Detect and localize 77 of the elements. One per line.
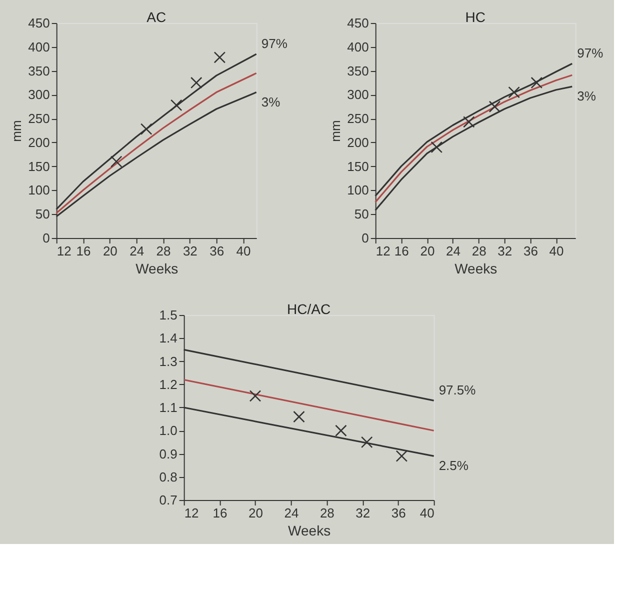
y-tick-label: 100 — [28, 182, 50, 198]
y-tick-label: 350 — [347, 63, 369, 78]
y-tick-label: 150 — [347, 158, 369, 174]
series-label: 97.5% — [438, 382, 476, 398]
x-tick-label: 28 — [472, 244, 486, 258]
chart-title: HC/AC — [287, 301, 331, 317]
x-axis-title: Weeks — [288, 522, 331, 538]
point — [488, 100, 501, 113]
x-tick-label: 40 — [420, 506, 434, 520]
x-tick-label: 40 — [549, 244, 564, 258]
point — [214, 52, 226, 64]
x-tick-label: 12 — [184, 506, 199, 520]
x-tick-label: 20 — [102, 244, 118, 258]
y-tick-label: 300 — [28, 87, 50, 102]
chart-title: AC — [146, 9, 166, 25]
x-tick-label: 32 — [498, 244, 512, 258]
y-tick-label: 200 — [28, 134, 50, 150]
x-axis-title: Weeks — [454, 260, 498, 276]
y-tick-label: 50 — [354, 206, 369, 222]
x-tick-label: 16 — [212, 506, 228, 520]
x-tick-label: 36 — [391, 506, 406, 520]
point — [530, 76, 543, 89]
y-tick-label: 450 — [347, 16, 369, 30]
y-tick-label: 1.2 — [159, 376, 178, 392]
x-tick-label: 24 — [284, 506, 299, 520]
y-tick-label: 1.4 — [159, 330, 178, 346]
x-tick-label: 28 — [320, 506, 334, 520]
point — [463, 116, 475, 128]
point — [190, 76, 202, 89]
x-tick-label: 12 — [376, 244, 390, 258]
x-tick-label: 28 — [156, 244, 171, 258]
y-tick-label: 0 — [42, 230, 50, 246]
y-tick-label: 1.1 — [159, 400, 178, 415]
x-tick-label: 36 — [523, 244, 538, 258]
series-label: 97% — [261, 36, 288, 52]
y-tick-label: 50 — [35, 206, 50, 222]
chart-title: HC — [465, 9, 486, 25]
x-tick-label: 36 — [210, 244, 224, 258]
y-tick-label: 1.3 — [159, 354, 178, 369]
y-tick-label: 0.9 — [159, 446, 178, 462]
x-tick-label: 24 — [130, 244, 144, 258]
y-tick-label: 200 — [347, 134, 369, 150]
x-tick-label: 32 — [356, 506, 370, 520]
series-label: 3% — [577, 88, 596, 104]
x-tick-label: 12 — [56, 244, 72, 258]
y-axis-title: mm — [9, 120, 24, 142]
x-tick-label: 16 — [76, 244, 91, 258]
series-label: 97% — [577, 46, 604, 61]
y-tick-label: 350 — [28, 63, 50, 78]
x-tick-label: 32 — [182, 244, 198, 258]
y-tick-label: 250 — [28, 111, 50, 126]
y-tick-label: 250 — [347, 111, 369, 126]
point — [508, 86, 520, 98]
y-tick-label: 1.5 — [159, 308, 178, 322]
y-tick-label: 100 — [347, 182, 369, 198]
y-tick-label: 450 — [28, 16, 50, 30]
point — [140, 123, 152, 135]
y-tick-label: 0 — [362, 230, 369, 246]
y-tick-label: 0.8 — [159, 469, 178, 484]
point — [110, 156, 122, 168]
x-tick-label: 20 — [420, 244, 435, 258]
y-tick-label: 150 — [28, 158, 50, 174]
y-tick-label: 300 — [347, 87, 369, 102]
point — [170, 99, 182, 112]
x-tick-label: 20 — [248, 506, 263, 520]
point — [430, 141, 443, 154]
y-tick-label: 400 — [28, 39, 50, 54]
x-axis-title: Weeks — [136, 260, 178, 276]
series-label: 3% — [261, 94, 281, 110]
y-tick-label: 0.7 — [159, 492, 178, 508]
x-tick-label: 16 — [394, 244, 409, 258]
x-tick-label: 40 — [236, 244, 251, 258]
y-tick-label: 400 — [347, 39, 369, 54]
series-label: 2.5% — [438, 458, 469, 474]
y-axis-title: mm — [328, 120, 344, 142]
x-tick-label: 24 — [446, 244, 461, 258]
y-tick-label: 1.0 — [159, 423, 178, 438]
